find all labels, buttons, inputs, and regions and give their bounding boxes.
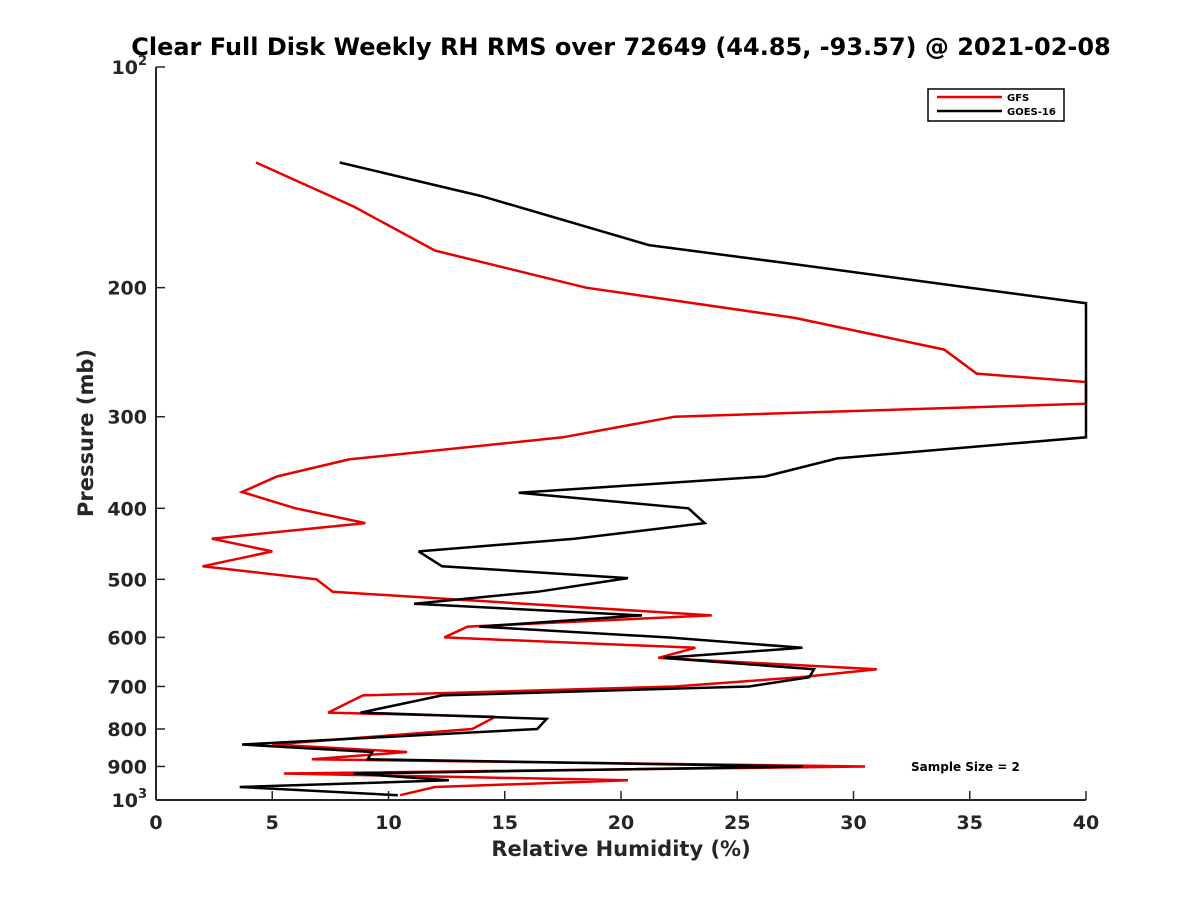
x-tick-label: 10: [375, 812, 401, 834]
y-tick-label: 200: [107, 278, 147, 300]
series-line-goes16: [239, 161, 1088, 797]
legend-box: [927, 88, 1065, 122]
legend-label-gfs: GFS: [1007, 93, 1029, 104]
y-tick-label-base: 900: [107, 756, 147, 778]
x-tick-label: 0: [149, 812, 162, 834]
y-axis-label: Pressure (mb): [74, 349, 98, 517]
y-tick-label: 400: [107, 498, 147, 520]
y-tick-label-base: 600: [107, 627, 147, 649]
x-axis-label: Relative Humidity (%): [491, 837, 750, 861]
y-tick-label: 900: [107, 756, 147, 778]
series-layer: [202, 161, 1088, 797]
y-tick-label: 700: [107, 676, 147, 698]
y-tick-label-base: 400: [107, 498, 147, 520]
y-tick-label: 102: [112, 54, 148, 79]
x-tick-label: 25: [724, 812, 750, 834]
y-tick-label: 103: [112, 787, 148, 812]
legend: GFS GOES-16: [927, 88, 1065, 122]
y-tick-label: 300: [107, 407, 147, 429]
y-tick-label-exponent: 3: [138, 787, 147, 802]
x-tick-label: 40: [1073, 812, 1099, 834]
x-tick-label: 5: [266, 812, 279, 834]
y-tick-label: 600: [107, 627, 147, 649]
y-tick-label-base: 300: [107, 407, 147, 429]
x-tick-label: 35: [957, 812, 983, 834]
y-tick-label-exponent: 2: [138, 54, 147, 69]
y-tick-label-base: 800: [107, 719, 147, 741]
x-axis-ticks: 0 5 10 15 20 25 30 35 40: [149, 791, 1099, 834]
y-tick-label-base: 500: [107, 569, 147, 591]
plot-area: 0 5 10 15 20 25 30 35 40 10220030040050060070080…: [107, 54, 1099, 834]
y-tick-label-base: 200: [107, 278, 147, 300]
series-line-gfs: [202, 161, 1088, 797]
y-tick-label: 500: [107, 569, 147, 591]
x-tick-label: 30: [840, 812, 866, 834]
y-tick-label-base: 10: [112, 57, 138, 79]
y-tick-label: 800: [107, 719, 147, 741]
y-tick-label-base: 700: [107, 676, 147, 698]
chart-title: Clear Full Disk Weekly RH RMS over 72649…: [131, 33, 1111, 61]
x-tick-label: 15: [492, 812, 518, 834]
y-tick-label-base: 10: [112, 790, 138, 812]
x-tick-label: 20: [608, 812, 634, 834]
sample-size-annotation: Sample Size = 2: [911, 760, 1020, 774]
legend-label-goes16: GOES-16: [1007, 107, 1056, 118]
